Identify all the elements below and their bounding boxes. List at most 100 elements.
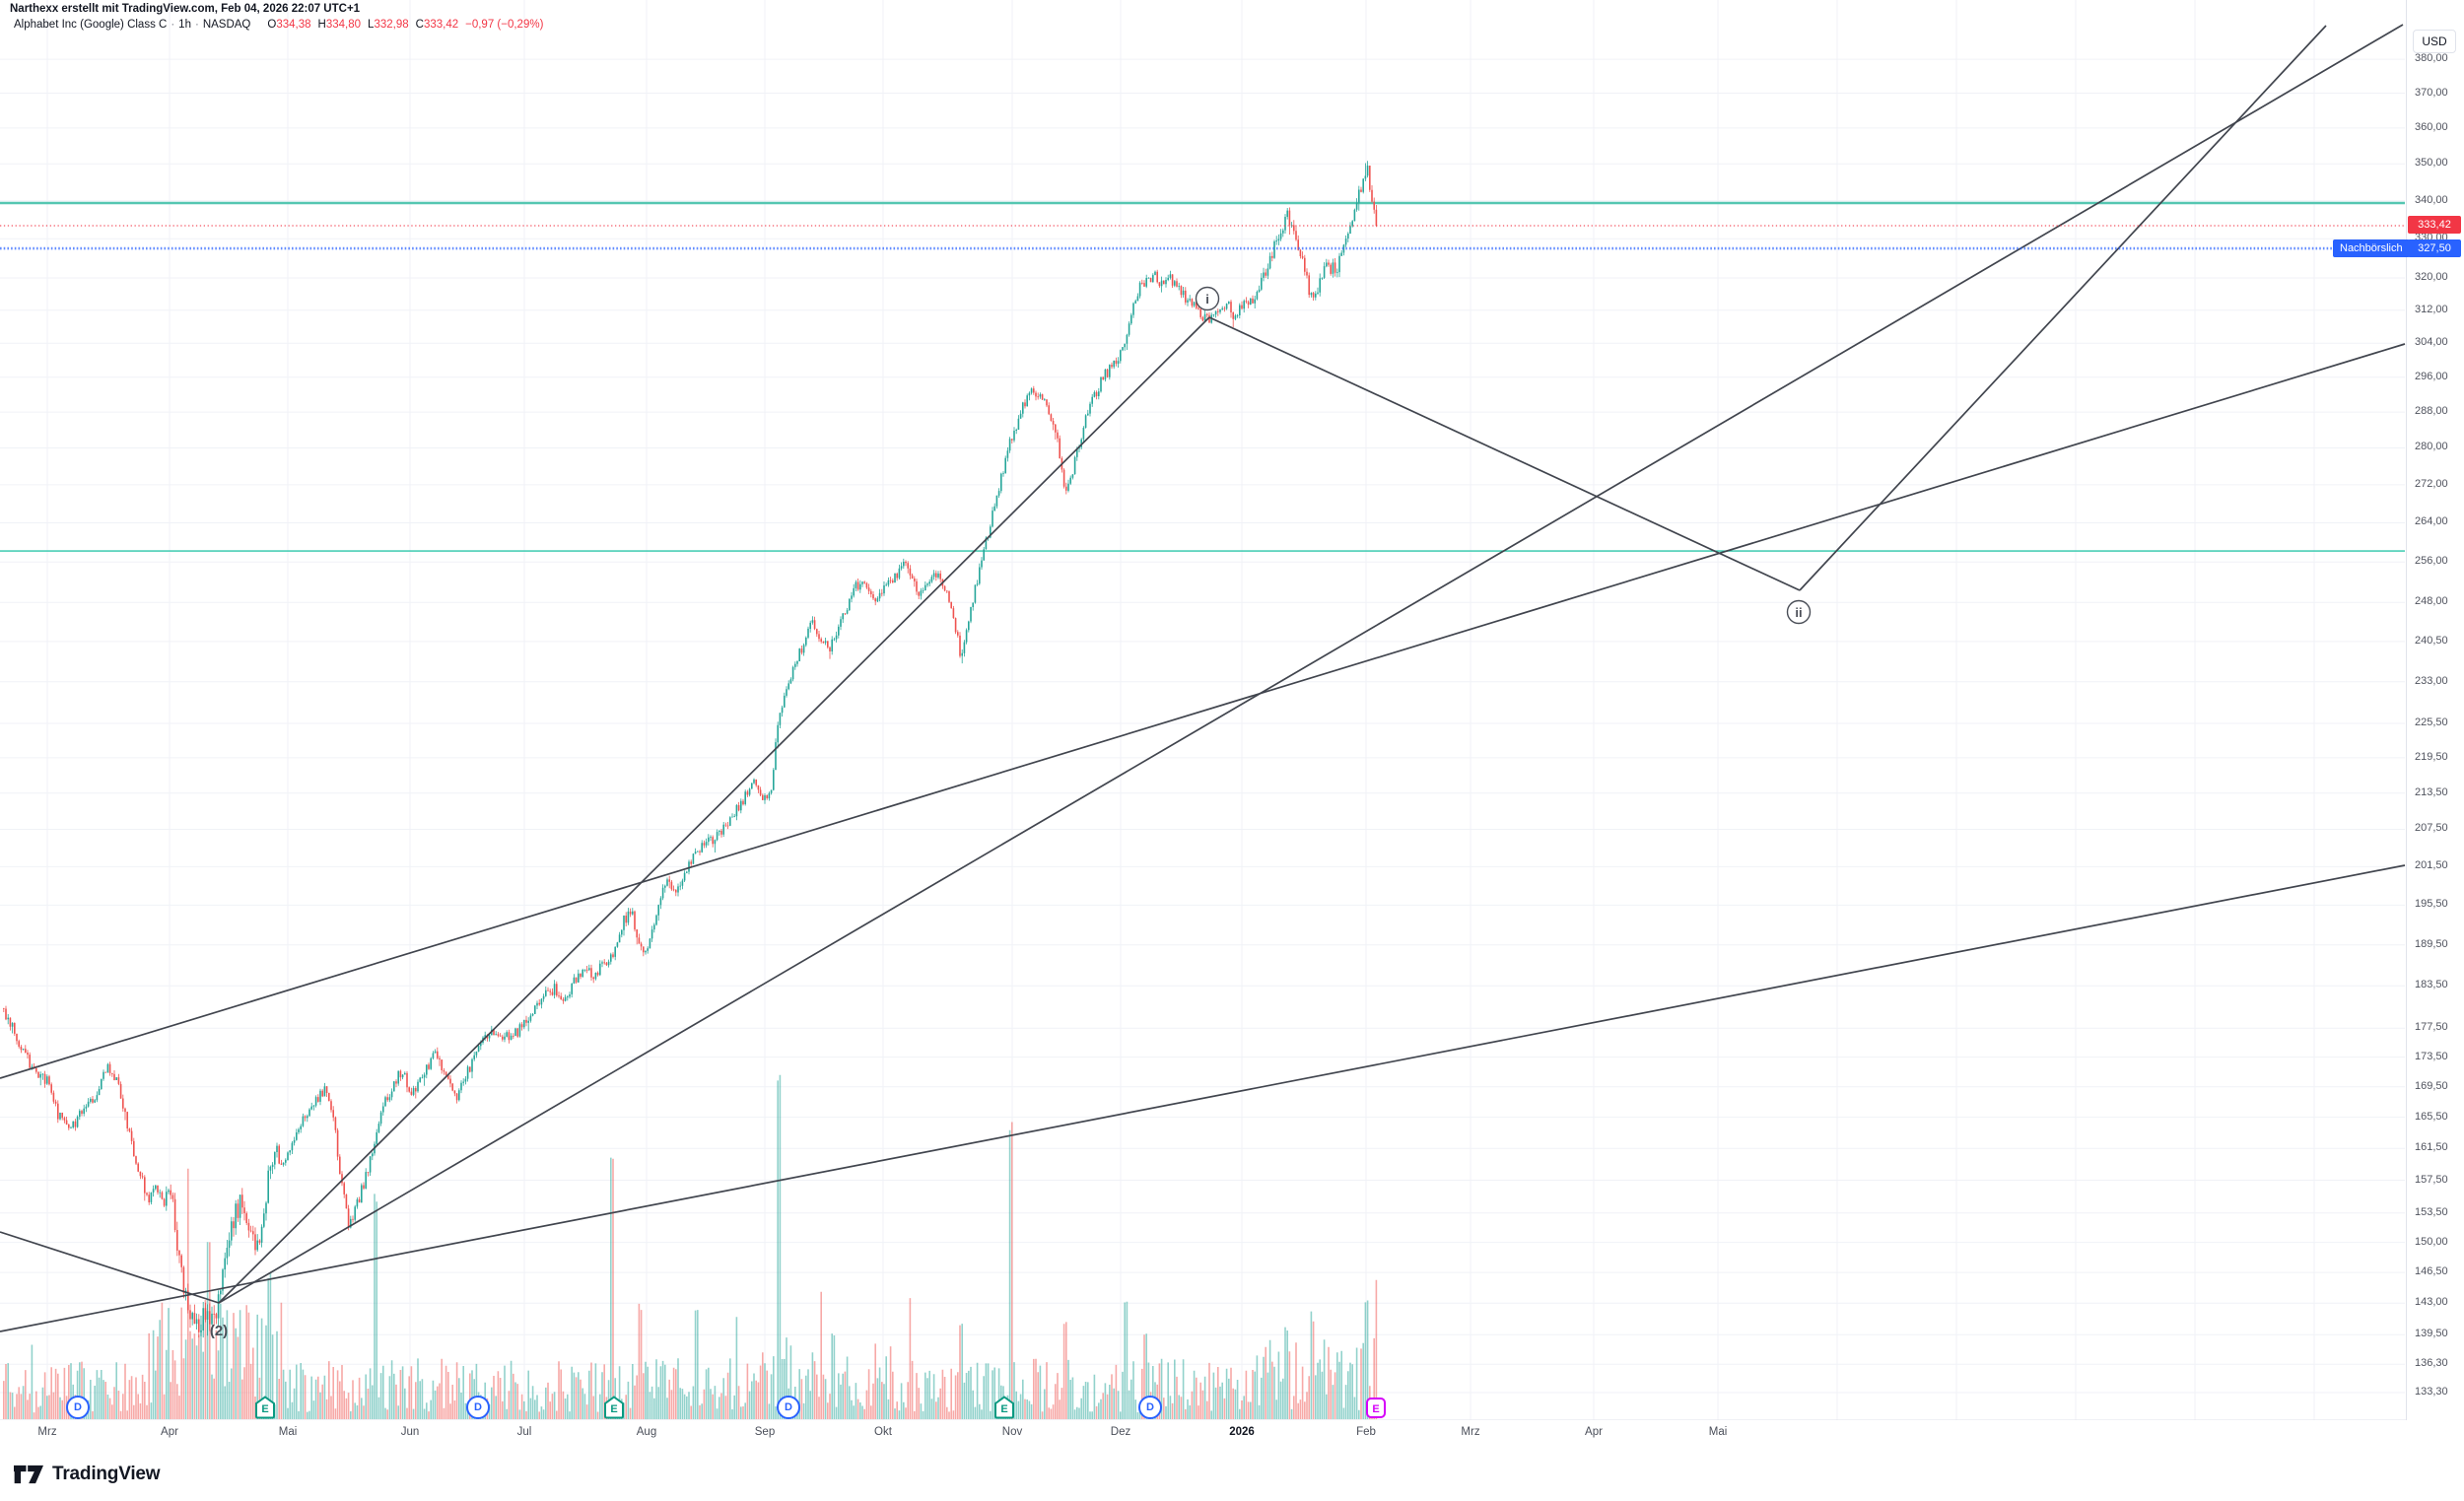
earnings-badge[interactable]: E	[254, 1396, 276, 1424]
price-tick-label: 296,00	[2415, 370, 2448, 382]
wave-labels: (2)iii	[210, 286, 1812, 1339]
ohlc-key: C	[415, 19, 424, 31]
earnings-icon: E	[1366, 1398, 1386, 1418]
price-tick-label: 312,00	[2415, 303, 2448, 315]
price-tick-label: 304,00	[2415, 336, 2448, 349]
long-support-line[interactable]	[0, 864, 2406, 1332]
earnings-icon: E	[255, 1396, 275, 1419]
svg-text:E: E	[610, 1403, 617, 1415]
downtrend-into-wave2[interactable]	[0, 1231, 220, 1304]
earnings-badge[interactable]: E	[603, 1396, 625, 1424]
price-tick-label: 165,50	[2415, 1110, 2448, 1123]
time-axis-label: Nov	[1001, 1426, 1023, 1438]
change-value: −0,97 (−0,29%)	[465, 19, 544, 31]
legend-separator: ·	[194, 19, 199, 31]
time-axis-label: Dez	[1110, 1426, 1131, 1438]
ohlc-key: L	[368, 19, 375, 31]
price-tick-label: 177,50	[2415, 1021, 2448, 1034]
wave-label-text[interactable]: ii	[1795, 605, 1802, 620]
price-tick-label: 240,50	[2415, 634, 2448, 647]
price-tick-label: 264,00	[2415, 515, 2448, 528]
down-candle-bodies	[3, 166, 1378, 1332]
dividend-badge[interactable]: D	[1138, 1396, 1162, 1419]
after-hours-price-badge: 327,50	[2408, 239, 2461, 257]
wave2-to-wave-i[interactable]	[218, 316, 1210, 1304]
time-axis-label: Mrz	[37, 1426, 57, 1438]
price-tick-label: 207,50	[2415, 822, 2448, 835]
price-tick-label: 189,50	[2415, 937, 2448, 950]
price-tick-label: 360,00	[2415, 120, 2448, 133]
price-tick-label: 380,00	[2415, 52, 2448, 65]
time-axis-label: Jul	[516, 1426, 532, 1438]
candlesticks	[3, 161, 1378, 1338]
price-tick-label: 195,50	[2415, 898, 2448, 911]
wave-label-text[interactable]: (2)	[210, 1323, 228, 1339]
time-axis-label: Apr	[1585, 1426, 1603, 1438]
tradingview-logo-text: TradingView	[52, 1464, 161, 1484]
price-tick-label: 370,00	[2415, 86, 2448, 99]
wave-ii-projection[interactable]	[1799, 25, 2327, 591]
price-tick-label: 157,50	[2415, 1173, 2448, 1186]
dividend-icon: D	[66, 1396, 90, 1419]
price-axis[interactable]: USD 380,00 370,00 360,00 350,00 340,00 330,00…	[2406, 0, 2464, 1445]
svg-text:E: E	[1000, 1403, 1007, 1415]
dividend-badge[interactable]: D	[66, 1396, 90, 1419]
creator-watermark: Narthexx erstellt mit TradingView.com, F…	[10, 3, 361, 15]
dividend-badge[interactable]: D	[777, 1396, 800, 1419]
wave-i-to-wave-ii[interactable]	[1208, 316, 1801, 591]
price-tick-label: 320,00	[2415, 271, 2448, 283]
price-tick-label: 288,00	[2415, 405, 2448, 418]
wave-circle[interactable]	[1195, 286, 1220, 311]
time-axis[interactable]: Mrz Apr Mai Jun Jul Aug Sep Okt Nov Dez 2026 Feb Mrz…	[0, 1420, 2464, 1445]
wave-circle[interactable]	[1786, 599, 1812, 625]
exchange-label: NASDAQ	[202, 19, 251, 31]
ohlc-values: O334,38 H334,80 L332,98 C333,42	[260, 19, 458, 31]
ohlc-key: O	[267, 19, 277, 31]
price-tick-label: 143,00	[2415, 1296, 2448, 1309]
after-hours-label: Nachbörslich	[2333, 239, 2410, 257]
price-tick-label: 161,50	[2415, 1141, 2448, 1154]
time-axis-label: Apr	[161, 1426, 178, 1438]
time-axis-label: Sep	[754, 1426, 776, 1438]
volume-down-bars	[3, 1122, 1378, 1419]
price-tick-label: 256,00	[2415, 555, 2448, 568]
tradingview-logo[interactable]: TradingView	[14, 1462, 161, 1487]
price-tick-label: 225,50	[2415, 716, 2448, 729]
upcoming-earnings-badge[interactable]: E	[1365, 1396, 1387, 1424]
price-tick-label: 183,50	[2415, 979, 2448, 991]
ohlc-value: 334,80	[325, 19, 362, 31]
price-tick-label: 213,50	[2415, 785, 2448, 798]
price-tick-label: 219,50	[2415, 750, 2448, 763]
long-trendline-to-corner[interactable]	[218, 24, 2404, 1304]
earnings-icon: E	[994, 1396, 1014, 1419]
level-lines	[0, 201, 2405, 552]
time-axis-label: Feb	[1356, 1426, 1376, 1438]
volume-bars	[3, 1074, 1378, 1419]
interval-label[interactable]: 1h	[178, 19, 191, 31]
mid-support-line[interactable]	[0, 343, 2406, 1079]
earnings-badge[interactable]: E	[993, 1396, 1015, 1424]
dividend-badge[interactable]: D	[466, 1396, 490, 1419]
symbol-title[interactable]: Alphabet Inc (Google) Class C	[14, 19, 168, 31]
current-price-badge: 333,42	[2408, 216, 2461, 235]
price-tick-label: 201,50	[2415, 859, 2448, 872]
volume-up-bars	[7, 1074, 1369, 1419]
currency-toggle[interactable]: USD	[2413, 30, 2456, 53]
dividend-icon: D	[466, 1396, 490, 1419]
time-axis-label: Aug	[636, 1426, 657, 1438]
price-tick-label: 233,00	[2415, 674, 2448, 687]
tradingview-logo-icon	[14, 1465, 43, 1484]
ohlc-key: H	[317, 19, 326, 31]
price-tick-label: 133,30	[2415, 1386, 2448, 1398]
footer-bar: TradingView	[0, 1445, 2464, 1501]
price-tick-label: 146,50	[2415, 1265, 2448, 1278]
price-tick-label: 153,50	[2415, 1205, 2448, 1218]
svg-text:E: E	[261, 1403, 268, 1415]
ohlc-value: 332,98	[374, 19, 409, 31]
price-tick-label: 340,00	[2415, 193, 2448, 206]
wave-label-text[interactable]: i	[1205, 292, 1209, 307]
price-tick-label: 350,00	[2415, 157, 2448, 170]
earnings-icon: E	[604, 1396, 624, 1419]
